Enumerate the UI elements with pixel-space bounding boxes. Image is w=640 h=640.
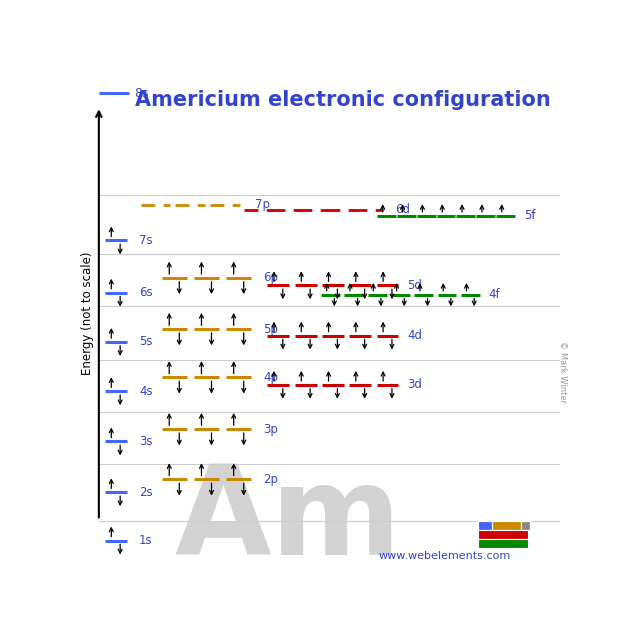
Text: Americium electronic configuration: Americium electronic configuration	[135, 90, 551, 109]
Text: 5s: 5s	[139, 335, 152, 348]
Text: 2p: 2p	[264, 473, 278, 486]
Text: 5p: 5p	[264, 323, 278, 335]
Text: 4p: 4p	[264, 371, 278, 384]
Text: Am: Am	[175, 460, 402, 581]
Text: 1s: 1s	[139, 534, 153, 547]
Text: 5f: 5f	[524, 209, 536, 222]
Bar	[478, 522, 492, 530]
Text: 8s: 8s	[134, 86, 149, 100]
Text: 6p: 6p	[264, 271, 278, 284]
Text: © Mark Winter: © Mark Winter	[557, 341, 566, 404]
Text: 3d: 3d	[408, 378, 422, 391]
Text: www.webelements.com: www.webelements.com	[378, 551, 511, 561]
Bar	[478, 539, 528, 548]
Text: 7p: 7p	[255, 198, 269, 211]
Bar	[492, 522, 521, 530]
Text: 3p: 3p	[264, 422, 278, 436]
Bar	[478, 530, 528, 539]
Text: 4s: 4s	[139, 385, 153, 397]
Text: 4f: 4f	[489, 288, 500, 301]
Text: 6s: 6s	[139, 286, 153, 299]
Text: Energy (not to scale): Energy (not to scale)	[81, 252, 95, 375]
Text: 6d: 6d	[395, 204, 410, 216]
Text: 7s: 7s	[139, 234, 153, 247]
Text: 5d: 5d	[408, 279, 422, 292]
Text: 3s: 3s	[139, 435, 152, 448]
Text: 2s: 2s	[139, 486, 153, 499]
Text: 4d: 4d	[408, 329, 422, 342]
Bar	[521, 522, 530, 530]
